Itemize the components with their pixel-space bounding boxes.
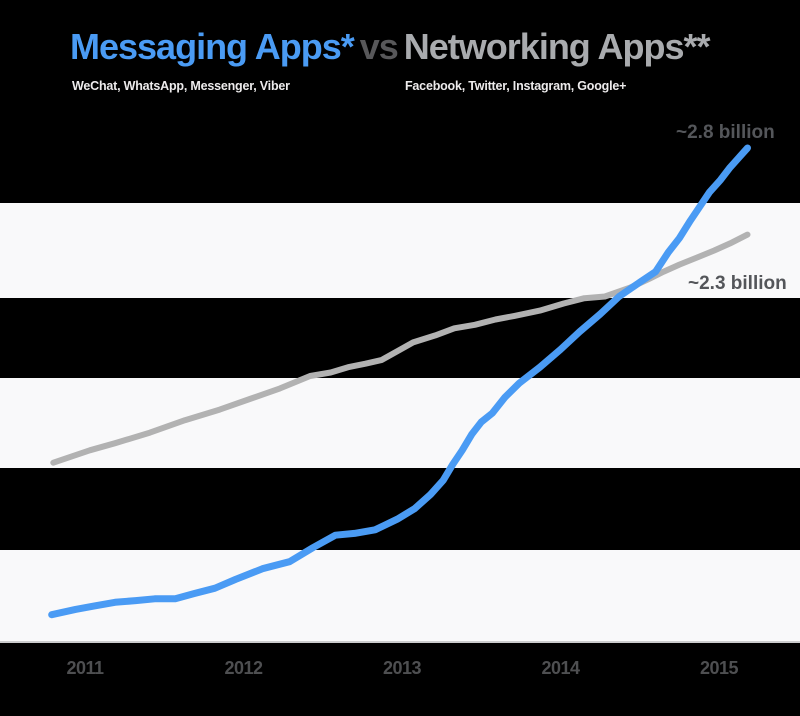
x-axis-line [0, 641, 800, 643]
annotation-messaging-value: ~2.8 billion [676, 122, 775, 143]
annotation-networking-value: ~2.3 billion [688, 273, 787, 294]
title-messaging-apps: Messaging Apps* [70, 26, 355, 67]
subtitle-networking-apps: Facebook, Twitter, Instagram, Google+ [405, 79, 627, 93]
grid-band-middle [0, 378, 800, 468]
subtitle-messaging-apps: WeChat, WhatsApp, Messenger, Viber [72, 79, 290, 93]
title-networking-apps: Networking Apps** [403, 26, 711, 67]
title-vs: vs [359, 26, 399, 67]
x-tick-2011: 2011 [66, 658, 104, 678]
series-line-messaging-apps [48, 144, 751, 619]
x-tick-2014: 2014 [541, 658, 580, 678]
series-line-networking-apps [50, 231, 751, 466]
grid-band-lower [0, 550, 800, 643]
x-tick-2015: 2015 [699, 658, 739, 678]
x-tick-2012: 2012 [224, 658, 263, 678]
x-tick-2013: 2013 [382, 658, 422, 678]
page-title: Messaging Apps* vs Networking Apps** [70, 26, 711, 68]
